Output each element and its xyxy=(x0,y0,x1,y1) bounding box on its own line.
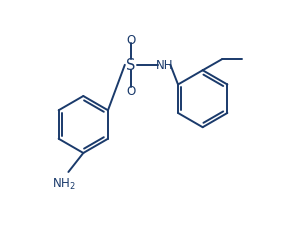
Text: O: O xyxy=(126,85,135,98)
Text: NH$_2$: NH$_2$ xyxy=(52,176,76,191)
Text: NH: NH xyxy=(156,59,173,72)
Text: O: O xyxy=(126,33,135,46)
Text: S: S xyxy=(126,58,136,73)
